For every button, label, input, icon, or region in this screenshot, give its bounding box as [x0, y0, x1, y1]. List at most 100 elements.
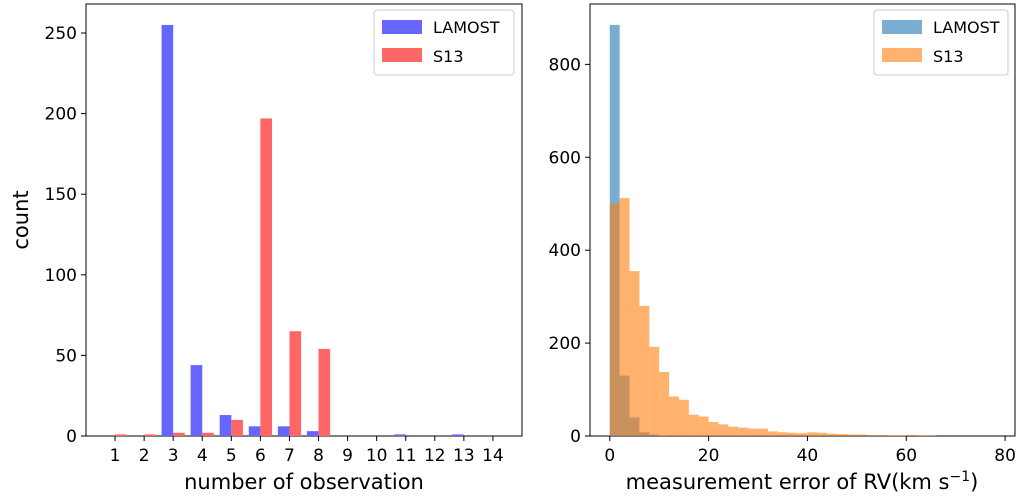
- left-bar-s13-5: [231, 420, 243, 436]
- right-legend-label-lamost: LAMOST: [933, 18, 1000, 37]
- right-hist-bin-s13: [649, 347, 659, 436]
- right-hist-bin-s13: [639, 306, 649, 436]
- right-y-tick-label: 800: [549, 55, 581, 75]
- right-bars: [610, 25, 936, 436]
- right-hist-bin-s13: [699, 416, 709, 436]
- right-hist-bin-s13: [778, 432, 788, 436]
- right-chart: 0 20 40 60 80 0 200 400 600 800 measurement erro…: [549, 4, 1016, 494]
- left-y-tick-label: 200: [45, 105, 77, 125]
- right-hist-bin-s13: [827, 434, 837, 436]
- right-hist-bin-s13: [679, 400, 689, 436]
- left-bar-lamost-7: [278, 426, 290, 436]
- right-hist-bin-s13: [728, 427, 738, 436]
- right-x-axis-label: measurement error of RV(km s−1): [626, 469, 979, 494]
- left-x-tick-label: 4: [197, 446, 208, 466]
- left-x-tick-label: 1: [110, 446, 121, 466]
- right-hist-bin-s13: [620, 198, 630, 436]
- right-hist-bin-s13: [768, 431, 778, 436]
- right-hist-bin-s13: [857, 435, 867, 436]
- left-x-tick-label: 7: [284, 446, 295, 466]
- left-bar-s13-2: [144, 434, 156, 436]
- right-x-axis-label-close: ): [970, 470, 978, 494]
- left-x-ticks: 1 2 3 4 5 6 7 8 9 10 11 12 13 14: [110, 436, 504, 466]
- left-x-tick-label: 5: [226, 446, 237, 466]
- left-bar-lamost-5: [220, 415, 232, 436]
- right-hist-bin-s13: [718, 424, 728, 436]
- left-x-tick-label: 2: [139, 446, 150, 466]
- right-y-tick-label: 200: [549, 334, 581, 354]
- right-hist-bin-s13: [807, 432, 817, 436]
- left-legend-swatch-s13: [382, 48, 422, 62]
- right-hist-bin-s13: [630, 271, 640, 436]
- left-bar-lamost-4: [191, 365, 203, 436]
- right-hist-bin-s13: [906, 435, 916, 436]
- right-x-tick-label: 40: [797, 446, 819, 466]
- left-bar-s13-8: [319, 349, 331, 436]
- left-x-tick-label: 8: [313, 446, 324, 466]
- right-hist-bin-s13: [817, 433, 827, 436]
- left-legend-label-lamost: LAMOST: [433, 18, 500, 37]
- right-hist-bin-s13: [689, 415, 699, 436]
- left-x-tick-label: 11: [395, 446, 417, 466]
- right-x-tick-label: 80: [994, 446, 1016, 466]
- right-hist-bin-s13: [738, 428, 748, 436]
- right-y-tick-label: 400: [549, 241, 581, 261]
- right-x-axis-label-sup: −1: [950, 469, 971, 485]
- right-hist-bin-s13: [610, 204, 620, 436]
- left-x-tick-label: 12: [424, 446, 446, 466]
- right-x-tick-label: 20: [698, 446, 720, 466]
- left-x-axis-label: number of observation: [184, 470, 424, 494]
- right-hist-bin-s13: [837, 434, 847, 436]
- right-hist-bin-s13: [709, 422, 719, 436]
- left-bar-s13-1: [115, 434, 127, 436]
- left-bar-lamost-11: [394, 434, 406, 436]
- right-hist-bin-s13: [867, 435, 877, 436]
- left-bar-s13-6: [260, 118, 272, 436]
- left-legend-swatch-lamost: [382, 20, 422, 34]
- left-bar-s13-3: [173, 433, 185, 436]
- right-legend-label-s13: S13: [933, 47, 964, 66]
- left-y-ticks: 0 50 100 150 200 250: [45, 24, 86, 447]
- left-x-tick-label: 13: [453, 446, 475, 466]
- left-y-tick-label: 150: [45, 185, 77, 205]
- left-x-tick-label: 9: [342, 446, 353, 466]
- left-bars: [115, 25, 464, 436]
- right-hist-bin-s13: [847, 435, 857, 436]
- left-x-tick-label: 10: [366, 446, 388, 466]
- left-y-tick-label: 0: [66, 427, 77, 447]
- right-y-tick-label: 0: [570, 427, 581, 447]
- left-bar-lamost-3: [162, 25, 174, 436]
- right-hist-bin-s13: [669, 397, 679, 436]
- right-y-ticks: 0 200 400 600 800: [549, 55, 590, 447]
- left-y-tick-label: 250: [45, 24, 77, 44]
- right-legend: LAMOST S13: [874, 10, 1008, 75]
- left-y-tick-label: 50: [55, 346, 77, 366]
- left-bar-lamost-6: [249, 426, 261, 436]
- right-hist-bin-s13: [798, 433, 808, 436]
- left-x-tick-label: 14: [482, 446, 504, 466]
- left-legend-label-s13: S13: [433, 47, 464, 66]
- left-legend: LAMOST S13: [374, 10, 514, 75]
- right-x-ticks: 0 20 40 60 80: [604, 436, 1016, 466]
- left-y-axis-label: count: [9, 190, 33, 249]
- left-y-tick-label: 100: [45, 266, 77, 286]
- left-bar-s13-4: [202, 433, 214, 436]
- right-legend-swatch-s13: [882, 48, 922, 62]
- right-x-axis-label-main: measurement error of RV(km s: [626, 470, 950, 494]
- right-y-tick-label: 600: [549, 148, 581, 168]
- right-hist-bin-s13: [659, 372, 669, 436]
- left-bar-lamost-8: [307, 431, 319, 436]
- right-hist-bin-s13: [877, 435, 887, 436]
- right-hist-bin-s13: [758, 429, 768, 436]
- right-hist-bin-s13: [788, 433, 798, 436]
- left-bar-s13-7: [289, 331, 301, 436]
- left-bar-lamost-13: [452, 434, 464, 436]
- left-x-tick-label: 6: [255, 446, 266, 466]
- right-x-tick-label: 60: [895, 446, 917, 466]
- right-x-tick-label: 0: [604, 446, 615, 466]
- left-x-tick-label: 3: [168, 446, 179, 466]
- right-legend-swatch-lamost: [882, 20, 922, 34]
- right-hist-bin-s13: [748, 429, 758, 436]
